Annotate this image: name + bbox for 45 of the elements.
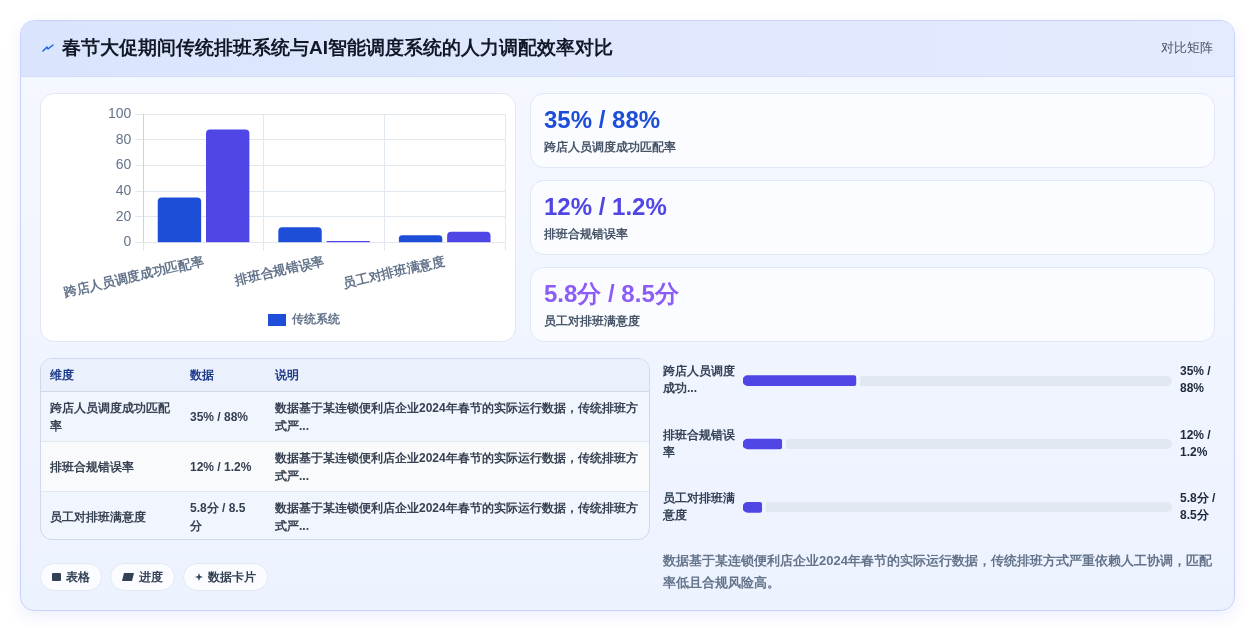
bar: [157, 197, 202, 243]
y-tick-label: 0: [123, 233, 132, 250]
y-tick-label: 排班合规错误率: [662, 427, 736, 459]
text: 数据基于某连锁便利店企业2024年春节的实际运行数据，传统排班方式严...: [275, 400, 638, 433]
text: 35% / 88%: [544, 106, 661, 133]
text: 对比矩阵: [1161, 40, 1213, 56]
category-label: 员工对排班满意度: [544, 313, 640, 329]
y-tick-label: 80: [115, 130, 132, 147]
text: 维度: [41, 359, 181, 392]
text: 数据基于某连锁便利店企业2024年春节的实际运行数据，传统排班方式严重依赖人工协调，匹配率低且合规风险高。: [663, 552, 1213, 592]
bar: [278, 227, 322, 243]
text: 进度: [139, 568, 163, 586]
text: 数据基于某连锁便利店企业2024年春节的实际运行数据，传统排班方式严...: [275, 500, 638, 533]
text: 5.8分 / 8.5分: [190, 500, 246, 533]
data-label: 12% / 1.2%: [1180, 427, 1212, 459]
category-label: 排班合规错误率: [544, 226, 628, 242]
x-tick-label: 跨店人员调度成功匹配率: [61, 253, 206, 301]
text: 12% / 1.2%: [544, 193, 667, 220]
category-label: 数据: [181, 359, 266, 392]
text: 12% / 1.2%: [190, 459, 252, 474]
text: 35% / 88%: [190, 409, 249, 424]
bar: [205, 129, 250, 243]
category-label: 跨店人员调度成功匹配率: [50, 400, 170, 433]
bar: [447, 231, 491, 243]
text: 数据基于某连锁便利店企业2024年春节的实际运行数据，传统排班方式严...: [275, 450, 638, 483]
data-label: 5.8分 / 8.5分: [1180, 491, 1217, 523]
x-tick-label: 排班合规错误率: [232, 253, 326, 289]
x-tick-label: 员工对排班满意度: [341, 253, 447, 292]
y-tick-label: 100: [107, 104, 132, 121]
y-tick-label: 20: [115, 207, 132, 224]
y-tick-label: 跨店人员调度成功...: [662, 364, 735, 396]
y-tick-label: 60: [115, 156, 132, 173]
data-label: 35% / 88%: [1180, 364, 1212, 396]
y-tick-label: 员工对排班满意度: [662, 491, 735, 523]
text: 表格: [66, 568, 90, 586]
category-label: 跨店人员调度成功匹配率: [544, 139, 676, 155]
category-label: 员工对排班满意度: [50, 509, 146, 524]
tab-button[interactable]: [183, 563, 268, 591]
legend-label: 传统系统: [291, 312, 341, 327]
category-label: 说明: [266, 359, 651, 392]
y-tick-label: 40: [115, 182, 132, 199]
text: 数据卡片: [208, 568, 256, 586]
chart-title: 春节大促期间传统排班系统与AI智能调度系统的人力调配效率对比: [62, 37, 613, 59]
text: 5.8分 / 8.5分: [544, 280, 679, 307]
bar: [398, 235, 443, 243]
